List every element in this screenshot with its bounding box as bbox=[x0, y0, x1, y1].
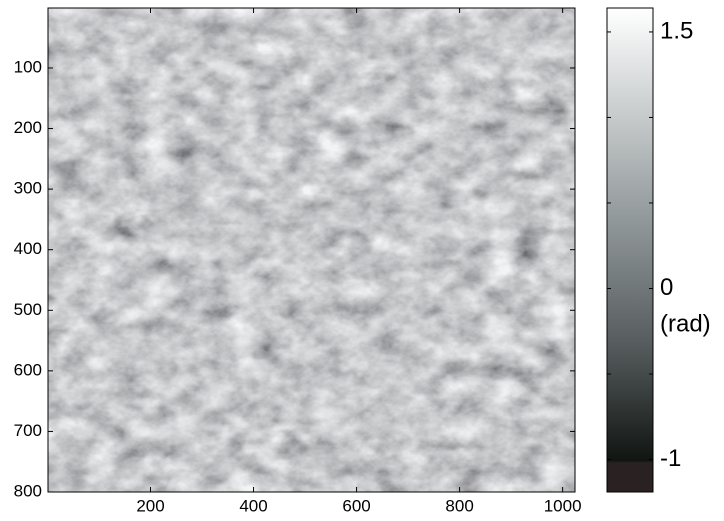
x-tick-label: 200 bbox=[136, 496, 164, 515]
y-tick-label: 100 bbox=[14, 57, 42, 76]
x-tick-label: 400 bbox=[239, 496, 267, 515]
colorbar-tick-label: -1 bbox=[660, 445, 681, 472]
y-tick-label: 200 bbox=[14, 118, 42, 137]
y-tick-label: 600 bbox=[14, 360, 42, 379]
y-tick-label: 500 bbox=[14, 300, 42, 319]
y-tick-label: 800 bbox=[14, 481, 42, 500]
x-tick-label: 600 bbox=[342, 496, 370, 515]
colorbar bbox=[606, 7, 654, 493]
colorbar-title: (rad) bbox=[660, 310, 711, 337]
x-tick-label: 800 bbox=[445, 496, 473, 515]
y-tick-label: 400 bbox=[14, 239, 42, 258]
colorbar-labels: (rad) -1 0 1.5 bbox=[660, 17, 711, 472]
x-tick-label: 1000 bbox=[544, 496, 582, 515]
y-tick-label: 700 bbox=[14, 421, 42, 440]
heatmap-image bbox=[48, 8, 575, 492]
y-tick-label: 300 bbox=[14, 179, 42, 198]
colorbar-tick-label: 0 bbox=[660, 274, 673, 301]
colorbar-tick-label: 1.5 bbox=[660, 17, 693, 44]
